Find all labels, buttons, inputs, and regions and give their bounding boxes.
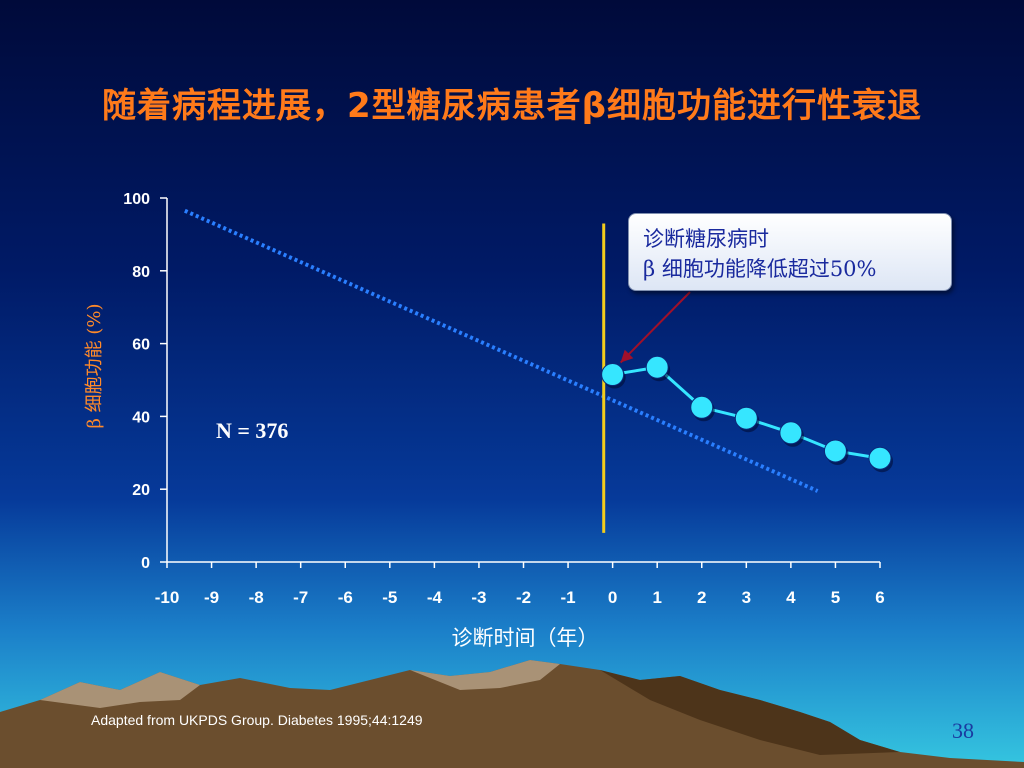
data-point [779, 421, 803, 445]
x-tick-label: -1 [561, 588, 576, 607]
x-tick-label: 1 [652, 588, 661, 607]
data-point [868, 446, 892, 470]
x-tick-label: -7 [293, 588, 308, 607]
data-point [645, 355, 669, 379]
diagnosis-callout-box: 诊断糖尿病时 β 细胞功能降低超过50% [628, 213, 952, 291]
x-tick-label: -2 [516, 588, 531, 607]
data-point [823, 439, 847, 463]
x-tick-label: -5 [382, 588, 397, 607]
callout-line-1: 诊断糖尿病时 [643, 227, 769, 251]
x-tick-label: 0 [608, 588, 617, 607]
trend-line-group [184, 208, 819, 493]
x-tick-label: 3 [742, 588, 751, 607]
x-tick-label: -10 [155, 588, 180, 607]
y-tick-label: 20 [132, 482, 150, 499]
y-axis-label: β 细胞功能 (%) [84, 303, 105, 429]
x-tick-label: -9 [204, 588, 219, 607]
x-axis-label: 诊断时间（年） [451, 626, 599, 650]
data-series-group [601, 355, 893, 473]
x-tick-label: -6 [338, 588, 353, 607]
y-tick-label: 60 [132, 337, 150, 354]
data-point [601, 363, 625, 387]
x-tick-label: 6 [875, 588, 884, 607]
x-tick-label: 2 [697, 588, 706, 607]
callout-arrow-line [619, 291, 691, 364]
y-tick-label: 40 [132, 409, 150, 426]
callout-arrow-head [620, 349, 634, 363]
sample-size-label: N = 376 [216, 418, 289, 443]
mountain-shadow-shape [600, 670, 900, 755]
y-tick-label: 100 [123, 191, 150, 208]
y-tick-label: 80 [132, 264, 150, 281]
y-tick-label: 0 [141, 555, 150, 572]
data-point [734, 406, 758, 430]
slide-title: 随着病程进展，2型糖尿病患者β细胞功能进行性衰退 [102, 86, 922, 126]
x-tick-label: -4 [427, 588, 443, 607]
x-tick-label: 5 [831, 588, 840, 607]
callout-arrow-group [619, 291, 691, 364]
callout-line-2: β 细胞功能降低超过50% [643, 257, 877, 281]
page-number: 38 [952, 718, 974, 743]
x-tick-label: 4 [786, 588, 796, 607]
x-tick-label: -8 [249, 588, 264, 607]
x-tick-label: -3 [471, 588, 486, 607]
data-point [690, 395, 714, 419]
mountain-highlight-shape [40, 660, 560, 708]
source-citation: Adapted from UKPDS Group. Diabetes 1995;… [91, 712, 423, 728]
trend-line [184, 208, 819, 493]
